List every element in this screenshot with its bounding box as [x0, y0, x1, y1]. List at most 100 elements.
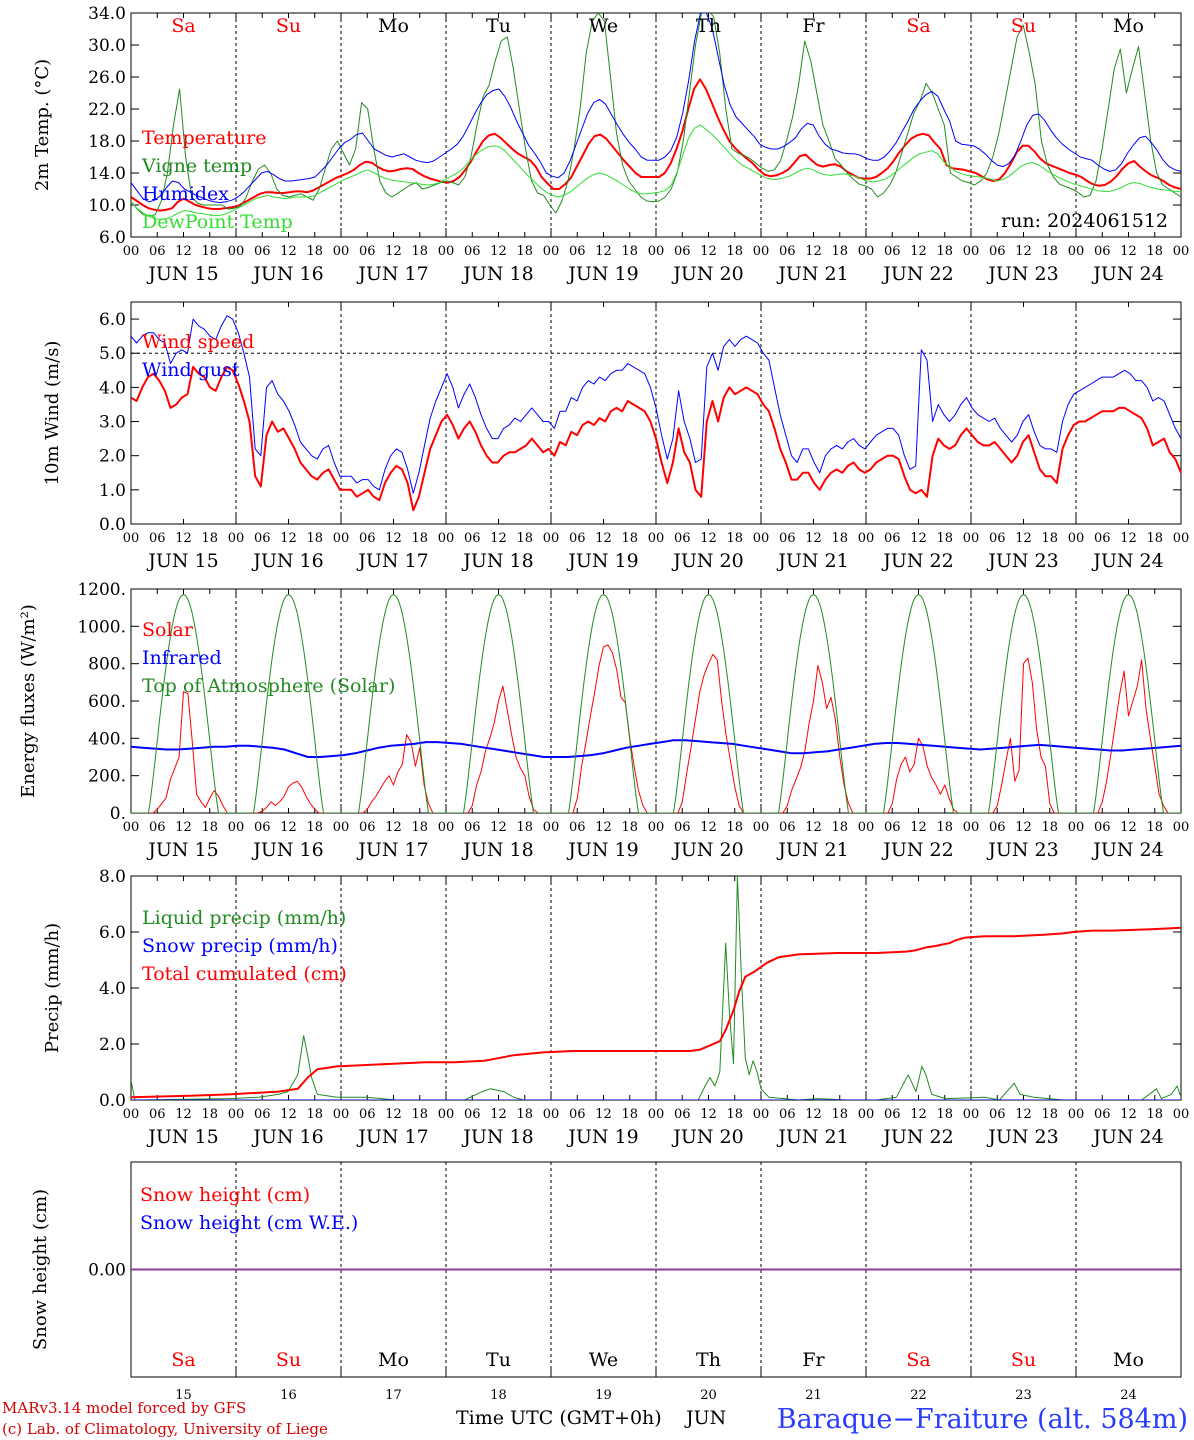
hour-label: 12 [280, 1107, 297, 1122]
hour-label: 06 [1094, 1107, 1111, 1122]
date-label: JUN 23 [986, 263, 1058, 285]
y-tick-label: 3.0 [99, 413, 126, 433]
hour-label: 12 [700, 531, 717, 546]
series-line [131, 13, 1181, 204]
hour-label: 12 [385, 1107, 402, 1122]
hour-label: 18 [1041, 531, 1058, 546]
hour-label: 18 [936, 244, 953, 259]
plot-frame [130, 588, 1182, 814]
hour-label: 18 [621, 244, 638, 259]
y-axis-label: Energy fluxes (W/m²) [18, 604, 39, 798]
hour-label: 00 [858, 244, 875, 259]
weekday-label-bottom: We [589, 1349, 618, 1371]
hour-label: 18 [516, 820, 533, 835]
hour-label: 00 [1173, 820, 1190, 835]
weekday-label-top: Mo [1113, 15, 1144, 37]
y-tick-label: 600. [88, 692, 126, 712]
weekday-label-top: We [589, 15, 618, 37]
y-tick-label: 1.0 [99, 481, 126, 501]
y-tick-label: 0.0 [99, 1091, 126, 1111]
y-tick-label: 18.0 [88, 132, 126, 152]
hour-label: 06 [779, 531, 796, 546]
legend-entry: Liquid precip (mm/h) [142, 907, 346, 929]
date-label: JUN 24 [1091, 550, 1163, 572]
hour-label: 12 [490, 244, 507, 259]
hour-label: 00 [753, 1107, 770, 1122]
date-label: JUN 15 [146, 839, 218, 861]
hour-label: 18 [411, 820, 428, 835]
legend-entry: DewPoint Temp [142, 211, 293, 233]
hour-label: 18 [1041, 244, 1058, 259]
hour-label: 00 [543, 820, 560, 835]
hour-label: 12 [910, 1107, 927, 1122]
hour-label: 12 [1015, 820, 1032, 835]
hour-label: 12 [175, 1107, 192, 1122]
date-label: JUN 21 [776, 1126, 848, 1148]
date-label: JUN 19 [566, 263, 638, 285]
date-label: JUN 22 [881, 550, 953, 572]
hour-label: 12 [1120, 531, 1137, 546]
hour-label: 12 [805, 531, 822, 546]
series-line [131, 644, 1181, 813]
hour-label: 18 [621, 820, 638, 835]
hour-label: 06 [149, 820, 166, 835]
series-line [131, 13, 1181, 217]
hour-label: 12 [175, 531, 192, 546]
hour-label: 06 [779, 1107, 796, 1122]
hour-label: 00 [648, 820, 665, 835]
y-tick-label: 6.0 [99, 228, 126, 248]
y-tick-label: 14.0 [88, 164, 126, 184]
hour-label: 12 [910, 820, 927, 835]
y-axis-label: Snow height (cm) [30, 1189, 51, 1350]
weekday-label-top: Tu [486, 15, 511, 37]
series-line [131, 876, 1181, 1100]
series-line [131, 739, 1181, 758]
legend-entry: Wind gust [142, 359, 240, 381]
hour-label: 12 [805, 820, 822, 835]
y-tick-label: 1200. [77, 580, 126, 600]
weekday-label-bottom: Su [1011, 1349, 1036, 1371]
hour-label: 06 [989, 820, 1006, 835]
hour-label: 00 [1068, 531, 1085, 546]
date-label: JUN 17 [356, 1126, 428, 1148]
hour-label: 06 [569, 244, 586, 259]
hour-label: 18 [621, 531, 638, 546]
hour-label: 18 [831, 820, 848, 835]
legend-entry: Humidex [142, 183, 229, 205]
hour-label: 12 [700, 820, 717, 835]
hour-label: 00 [1173, 1107, 1190, 1122]
hour-label: 12 [595, 244, 612, 259]
hour-label: 06 [359, 244, 376, 259]
date-label: JUN 22 [881, 1126, 953, 1148]
date-label: JUN 23 [986, 550, 1058, 572]
panel-3: 00 06 12 18 00 06 12 18 00 06 12 18 00 06 12 18 00 06 12 18… [18, 580, 1189, 861]
hour-label: 06 [569, 1107, 586, 1122]
hour-label: 18 [306, 244, 323, 259]
hour-label: 00 [438, 244, 455, 259]
date-label: JUN 19 [566, 1126, 638, 1148]
date-label: JUN 20 [671, 550, 743, 572]
date-label: JUN 17 [356, 839, 428, 861]
hour-label: 12 [595, 531, 612, 546]
hour-label: 18 [831, 1107, 848, 1122]
hour-label: 06 [359, 1107, 376, 1122]
hour-label: 18 [726, 820, 743, 835]
weekday-label-top: Sa [171, 15, 195, 37]
hour-label: 00 [858, 820, 875, 835]
day-number-label: 17 [385, 1388, 402, 1403]
hour-label: 06 [674, 1107, 691, 1122]
hour-label: 18 [201, 1107, 218, 1122]
date-label: JUN 18 [461, 263, 533, 285]
hour-label: 00 [963, 1107, 980, 1122]
hour-label: 00 [1068, 1107, 1085, 1122]
hour-label: 12 [280, 244, 297, 259]
hour-label: 06 [464, 531, 481, 546]
date-label: JUN 20 [671, 839, 743, 861]
hour-label: 06 [989, 1107, 1006, 1122]
run-label: run: 2024061512 [1001, 210, 1168, 232]
hour-label: 06 [674, 531, 691, 546]
hour-label: 06 [464, 820, 481, 835]
date-label: JUN 23 [986, 1126, 1058, 1148]
date-label: JUN 16 [251, 839, 323, 861]
hour-label: 00 [648, 531, 665, 546]
